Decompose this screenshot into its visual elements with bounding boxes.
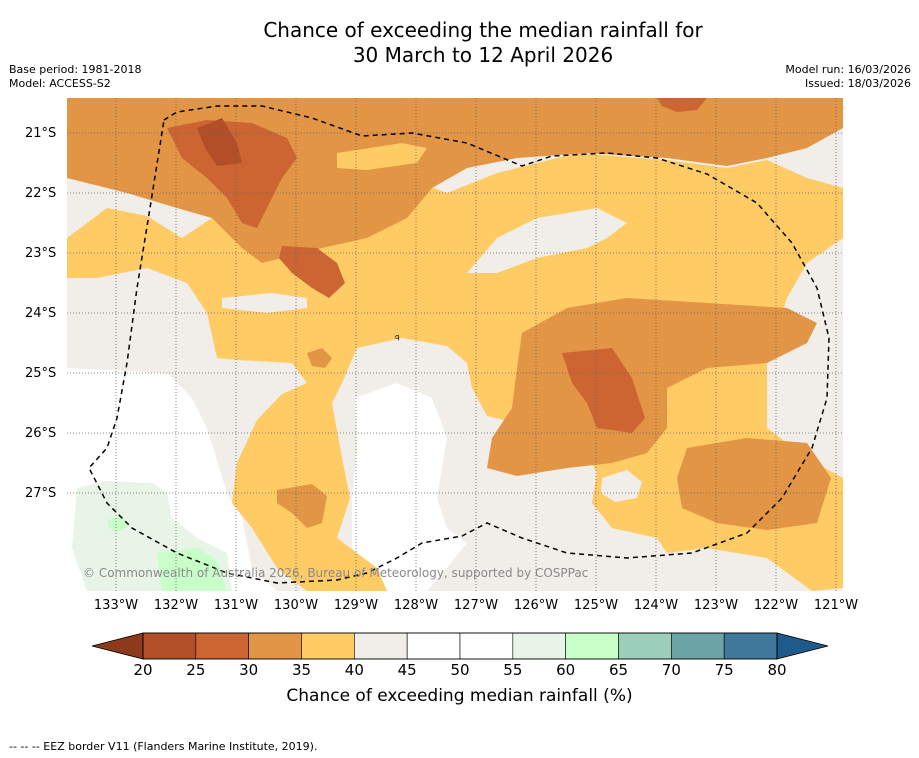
title-line-1: Chance of exceeding the median rainfall … — [263, 18, 703, 42]
colorbar-tick-75: 75 — [714, 661, 734, 679]
eez-legend-footnote: -- -- -- EEZ border V11 (Flanders Marine… — [9, 740, 318, 753]
colorbar-swatch-40-45 — [354, 632, 408, 660]
colorbar-tick-40: 40 — [344, 661, 364, 679]
colorbar-tick-50: 50 — [450, 661, 470, 679]
lon-label-133w: 133°W — [93, 598, 139, 613]
lat-gridlines — [67, 132, 843, 494]
lon-label-127w: 127°W — [453, 598, 499, 613]
eez-border — [88, 105, 830, 584]
map-canvas: q © Commonwealth of Australia 2026, Bure… — [67, 98, 843, 591]
lon-label-123w: 123°W — [693, 598, 739, 613]
colorbar-tick-25: 25 — [186, 661, 206, 679]
class-20-25-north — [197, 118, 242, 166]
lat-label-26s: 26°S — [25, 426, 57, 441]
lat-label-24s: 24°S — [25, 306, 57, 321]
lon-label-132w: 132°W — [153, 598, 199, 613]
lon-label-122w: 122°W — [753, 598, 799, 613]
base-period: Base period: 1981-2018 — [9, 63, 142, 76]
class-30-35-centre-east — [487, 298, 817, 476]
colorbar-label: Chance of exceeding median rainfall (%) — [286, 686, 633, 706]
lat-label-27s: 27°S — [25, 486, 57, 501]
class-35-40-north-island — [337, 143, 427, 170]
lon-label-128w: 128°W — [393, 598, 439, 613]
class-30-35-south-centre — [277, 484, 327, 528]
title-line-2: 30 March to 12 April 2026 — [352, 43, 614, 67]
colorbar-tick-55: 55 — [503, 661, 523, 679]
map-title: Chance of exceeding the median rainfall … — [0, 18, 919, 68]
colorbar-swatch-65-70 — [618, 632, 672, 660]
lon-label-130w: 130°W — [273, 598, 319, 613]
meta-left: Base period: 1981-2018 Model: ACCESS-S2 — [9, 63, 141, 91]
colorbar-over-arrow — [776, 632, 829, 660]
lon-label-126w: 126°W — [513, 598, 559, 613]
copyright-notice: © Commonwealth of Australia 2026, Bureau… — [83, 566, 588, 580]
colorbar-tick-60: 60 — [556, 661, 576, 679]
lat-label-21s: 21°S — [25, 126, 57, 141]
colorbar-tick-35: 35 — [291, 661, 312, 679]
model-name: Model: ACCESS-S2 — [9, 77, 111, 90]
lon-label-131w: 131°W — [213, 598, 259, 613]
lat-label-22s: 22°S — [25, 186, 57, 201]
class-25-30-north — [167, 120, 297, 228]
issued-date: Issued: 18/03/2026 — [804, 77, 911, 90]
colorbar-tick-30: 30 — [239, 661, 259, 679]
model-run: Model run: 16/03/2026 — [785, 63, 911, 76]
colorbar-swatches — [142, 632, 778, 660]
colorbar-tick-45: 45 — [397, 661, 417, 679]
colorbar-swatch-35-40 — [301, 632, 355, 660]
colorbar-tick-80: 80 — [767, 661, 787, 679]
lat-label-23s: 23°S — [25, 246, 57, 261]
colorbar-swatch-50-55 — [459, 632, 514, 660]
class-30-35-southeast — [677, 438, 831, 530]
colorbar — [91, 632, 829, 660]
lon-label-121w: 121°W — [813, 598, 859, 613]
class-30-35-spot — [307, 348, 332, 368]
colorbar-tick-70: 70 — [661, 661, 681, 679]
stray-label: q — [395, 333, 399, 341]
colorbar-swatch-30-35 — [248, 632, 302, 660]
colorbar-swatch-20-25 — [142, 632, 197, 660]
colorbar-swatch-25-30 — [195, 632, 249, 660]
lon-gridlines — [115, 98, 837, 591]
colorbar-swatch-70-75 — [671, 632, 725, 660]
class-60-65-small — [107, 516, 129, 532]
class-40-45-patch-east — [601, 470, 642, 502]
colorbar-tick-20: 20 — [133, 661, 153, 679]
colorbar-frame — [142, 632, 778, 660]
colorbar-swatch-60-65 — [565, 632, 619, 660]
class-40-45-patch-north — [467, 208, 627, 273]
meta-right: Model run: 16/03/2026 Issued: 18/03/2026 — [785, 63, 911, 91]
colorbar-swatch-55-60 — [512, 632, 566, 660]
class-45-55-centre — [352, 383, 467, 591]
lon-label-125w: 125°W — [573, 598, 619, 613]
colorbar-tick-65: 65 — [608, 661, 629, 679]
lat-label-25s: 25°S — [25, 366, 57, 381]
colorbar-swatch-75-80 — [723, 632, 778, 660]
colorbar-under-arrow — [91, 632, 144, 660]
class-25-30-north-east — [657, 98, 707, 112]
class-40-45-patch-west — [222, 293, 307, 313]
lon-label-124w: 124°W — [633, 598, 679, 613]
class-60-65-southwest — [157, 548, 227, 591]
lon-label-129w: 129°W — [333, 598, 379, 613]
colorbar-swatch-45-50 — [406, 632, 461, 660]
class-25-30-centre — [562, 348, 645, 433]
class-25-30-west — [279, 246, 345, 298]
rainfall-map: q © Commonwealth of Australia 2026, Bure… — [67, 98, 843, 591]
